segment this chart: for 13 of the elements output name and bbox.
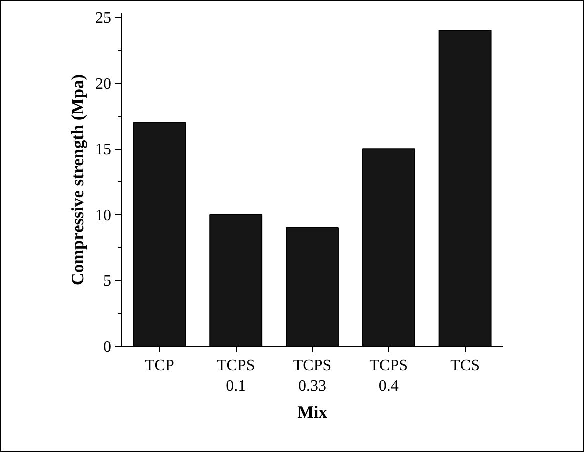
y-tick-label: 20 xyxy=(96,76,112,93)
y-tick-label: 0 xyxy=(104,339,112,356)
x-tick-label: TCPS 0.1 xyxy=(216,358,256,395)
y-axis-title: Compressive strength (Mpa) xyxy=(68,74,88,286)
x-tick-label: TCPS 0.33 xyxy=(293,358,332,395)
y-tick-label: 5 xyxy=(104,273,112,290)
x-axis-title: Mix xyxy=(298,402,328,422)
x-tick-label: TCP xyxy=(145,358,174,374)
y-tick-label: 10 xyxy=(96,207,112,224)
y-tick-label: 15 xyxy=(96,142,112,159)
x-tick-label: TCPS 0.4 xyxy=(370,358,408,395)
x-tick-label: TCS xyxy=(450,358,480,374)
y-tick-label: 25 xyxy=(96,10,112,27)
